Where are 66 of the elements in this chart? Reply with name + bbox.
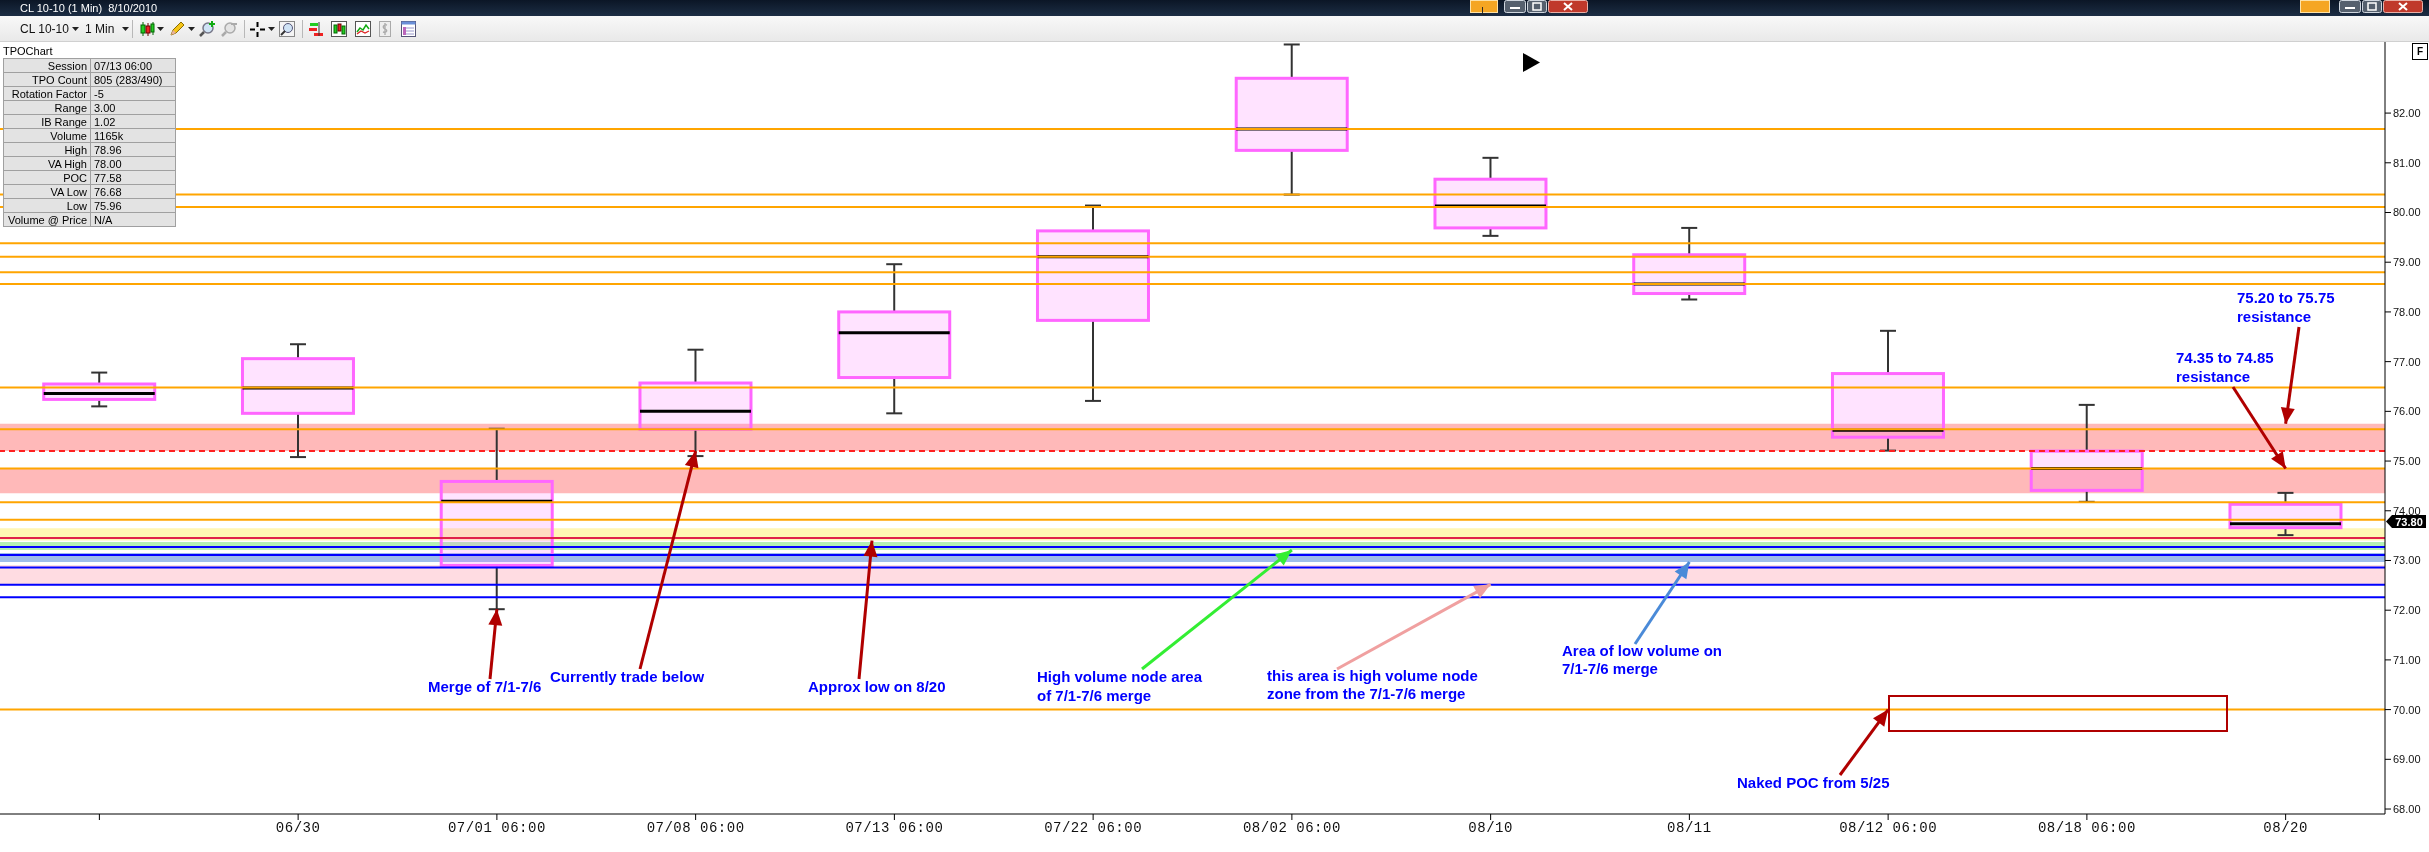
annotation: 3.00 (90, 100, 176, 115)
text: 73.80 (2395, 515, 2423, 528)
annotation: 75.96 (90, 198, 176, 213)
annotation: POC (3, 170, 91, 185)
annotation: Approx low on 8/20 (808, 677, 946, 697)
x-tick-label: 08/12 06:00 (1839, 819, 1938, 836)
x-tick-label: 06/30 (275, 819, 321, 836)
annotation: IB Range (3, 114, 91, 129)
annotation: Area of low volume on 7/1-7/6 merge (1562, 642, 1723, 678)
annotation: Low (3, 198, 91, 213)
x-tick-label: 08/02 06:00 (1242, 819, 1341, 836)
y-tick-label: 82.00 (2393, 106, 2421, 119)
y-tick-label: 72.00 (2393, 604, 2421, 617)
annotation: VA Low (3, 184, 91, 199)
y-tick-label: 73.00 (2393, 554, 2421, 567)
annotation: Volume (3, 128, 91, 143)
y-tick-label: 68.00 (2393, 802, 2421, 815)
annotation: VA High (3, 156, 91, 171)
annotation: Naked POC from 5/25 (1737, 773, 1890, 793)
annotation: -5 (90, 86, 176, 101)
text: CL 10-10 (20, 22, 69, 36)
annotation: 74.35 to 74.85 resistance (2176, 348, 2274, 386)
annotation: Rotation Factor (3, 86, 91, 101)
annotation: 78.96 (90, 142, 176, 157)
x-tick-label: 08/20 (2263, 819, 2308, 836)
annotation: Volume @ Price (3, 212, 91, 227)
annotation: 76.68 (90, 184, 176, 199)
annotation: N/A (90, 212, 176, 227)
annotation: Range (3, 100, 91, 115)
annotation: 1165k (90, 128, 176, 143)
chart-title: CL 10-10 (1 Min) 8/10/2010 (20, 1, 158, 15)
x-tick-label: 07/08 06:00 (646, 819, 745, 836)
annotation: 77.58 (90, 170, 176, 185)
x-tick-label: 08/10 (1468, 819, 1513, 836)
annotation: 805 (283/490) (90, 72, 176, 87)
annotation: High (3, 142, 91, 157)
x-tick-label: 07/22 06:00 (1044, 819, 1143, 836)
annotation: TPOChart (3, 45, 54, 58)
annotation: Currently trade below (550, 667, 705, 687)
annotation: 78.00 (90, 156, 176, 171)
annotation: TPO Count (3, 72, 91, 87)
button: F (2412, 43, 2428, 60)
y-tick-label: 74.00 (2393, 504, 2421, 517)
x-tick-label: 07/01 06:00 (447, 819, 546, 836)
x-tick-label: 07/13 06:00 (845, 819, 944, 836)
y-tick-label: 76.00 (2393, 405, 2421, 418)
y-tick-label: 79.00 (2393, 256, 2421, 269)
x-tick-label: 08/18 06:00 (2037, 819, 2136, 836)
y-tick-label: 77.00 (2393, 355, 2421, 368)
button: L (1470, 0, 1498, 13)
annotation: Merge of 7/1-7/6 (428, 677, 542, 697)
y-tick-label: 78.00 (2393, 305, 2421, 318)
y-tick-label: 81.00 (2393, 156, 2421, 169)
y-tick-label: 70.00 (2393, 703, 2421, 716)
x-tick-label: 08/11 (1667, 819, 1712, 836)
y-tick-label: 69.00 (2393, 753, 2421, 766)
annotation: Session (3, 58, 91, 73)
text: 1 Min (85, 22, 115, 36)
y-tick-label: 75.00 (2393, 454, 2421, 467)
annotation: this area is high volume node zone from the 7/1-7/6 merge (1267, 667, 1478, 703)
annotation: 1.02 (90, 114, 176, 129)
y-tick-label: 71.00 (2393, 653, 2421, 666)
annotation: 75.20 to 75.75 resistance (2237, 288, 2335, 326)
annotation: 07/13 06:00 (90, 58, 176, 73)
y-tick-label: 80.00 (2393, 206, 2421, 219)
annotation: High volume node area of 7/1-7/6 merge (1037, 667, 1203, 705)
